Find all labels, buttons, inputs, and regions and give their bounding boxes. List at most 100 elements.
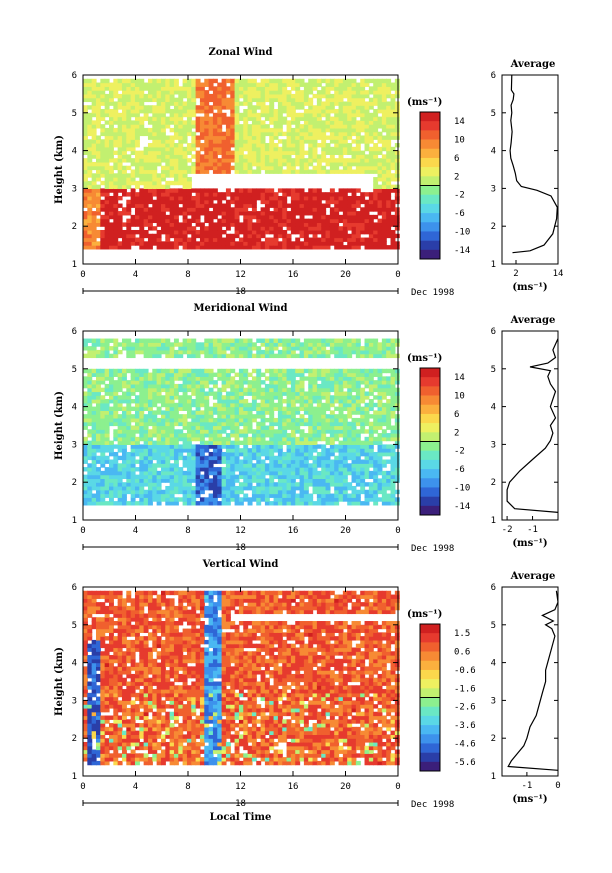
heatmap-cell — [286, 368, 292, 374]
heatmap-cell — [373, 192, 379, 197]
heatmap-cell — [334, 497, 340, 502]
heatmap-cell — [269, 82, 275, 87]
heatmap-cell — [230, 463, 236, 468]
heatmap-cell — [139, 346, 145, 351]
heatmap-cell — [204, 161, 210, 167]
heatmap-cell — [256, 188, 262, 193]
heatmap-cell — [347, 124, 353, 129]
heatmap-cell — [204, 192, 210, 197]
heatmap-cell — [386, 90, 392, 95]
heatmap-cell — [186, 116, 192, 121]
heatmap-cell — [165, 192, 171, 197]
heatmap-cell — [212, 497, 218, 502]
heatmap-cell — [178, 222, 184, 227]
heatmap-cell — [195, 489, 201, 495]
heatmap-cell — [312, 429, 318, 434]
heatmap-cell — [377, 245, 383, 250]
heatmap-cell — [243, 455, 249, 461]
heatmap-cell — [83, 150, 88, 155]
heatmap-cell — [204, 90, 210, 95]
heatmap-cell — [386, 124, 392, 129]
heatmap-cell — [195, 120, 201, 125]
heatmap-cell — [169, 402, 175, 408]
heatmap-cell — [282, 237, 288, 242]
heatmap-cell — [264, 451, 270, 457]
heatmap-cell — [347, 105, 353, 110]
heatmap-cell — [238, 459, 244, 464]
heatmap-cell — [256, 421, 262, 427]
heatmap-cell — [217, 414, 223, 419]
heatmap-cell — [364, 90, 370, 95]
heatmap-cell — [390, 127, 396, 133]
heatmap-cell — [143, 214, 149, 220]
heatmap-cell — [273, 372, 279, 377]
heatmap-cell — [290, 478, 296, 483]
heatmap-cell — [290, 425, 296, 430]
heatmap-cell — [251, 169, 257, 174]
heatmap-cell — [243, 368, 249, 374]
heatmap-cell — [104, 241, 110, 246]
heatmap-cell — [156, 391, 162, 396]
heatmap-cell — [303, 241, 309, 246]
heatmap-cell — [152, 124, 158, 129]
heatmap-cell — [312, 165, 318, 171]
heatmap-cell — [238, 414, 244, 419]
heatmap-cell — [234, 436, 240, 442]
heatmap-cell — [243, 93, 249, 99]
heatmap-cell — [100, 368, 106, 374]
heatmap-cell — [295, 127, 301, 133]
heatmap-cell — [134, 478, 140, 483]
heatmap-cell — [169, 93, 175, 99]
heatmap-cell — [377, 105, 383, 110]
heatmap-cell — [308, 501, 314, 506]
heatmap-cell — [212, 406, 218, 411]
heatmap-cell — [329, 82, 335, 87]
heatmap-cell — [113, 342, 119, 347]
heatmap-cell — [95, 105, 101, 110]
heatmap-cell — [204, 203, 210, 208]
heatmap-cell — [191, 455, 197, 461]
heatmap-cell — [286, 399, 292, 404]
heatmap-cell — [251, 368, 257, 374]
heatmap-cell — [247, 90, 253, 95]
heatmap-cell — [117, 165, 123, 171]
heatmap-cell — [386, 109, 392, 114]
heatmap-cell — [221, 86, 227, 91]
heatmap-cell — [95, 203, 101, 208]
heatmap-cell — [260, 105, 266, 110]
heatmap-cell — [394, 158, 400, 163]
heatmap-cell — [299, 485, 305, 491]
heatmap-cell — [338, 245, 344, 250]
heatmap-cell — [303, 245, 309, 250]
heatmap-cell — [260, 233, 266, 239]
heatmap-cell — [100, 463, 106, 468]
heatmap-cell — [381, 165, 387, 171]
heatmap-cell — [217, 229, 223, 235]
heatmap-cell — [152, 214, 158, 220]
heatmap-cell — [334, 501, 340, 506]
heatmap-cell — [299, 501, 305, 506]
heatmap-cell — [165, 478, 171, 483]
heatmap-cell — [182, 93, 188, 99]
heatmap-cell — [251, 493, 257, 498]
heatmap-cell — [191, 195, 197, 201]
heatmap-cell — [208, 146, 214, 152]
heatmap-cell — [325, 169, 331, 174]
heatmap-cell — [264, 143, 270, 148]
heatmap-cell — [221, 120, 227, 125]
heatmap-cell — [195, 127, 201, 133]
heatmap-cell — [360, 229, 366, 235]
heatmap-cell — [325, 116, 331, 121]
heatmap-cell — [282, 399, 288, 404]
heatmap-cell — [243, 195, 249, 201]
heatmap-cell — [260, 158, 266, 163]
heatmap-cell — [204, 241, 210, 246]
heatmap-cell — [377, 90, 383, 95]
heatmap-cell — [182, 433, 188, 438]
heatmap-cell — [87, 380, 93, 385]
heatmap-cell — [186, 368, 192, 374]
heatmap-cell — [212, 143, 218, 148]
heatmap-cell — [182, 444, 188, 449]
heatmap-cell — [195, 395, 201, 400]
heatmap-cell — [83, 218, 88, 224]
